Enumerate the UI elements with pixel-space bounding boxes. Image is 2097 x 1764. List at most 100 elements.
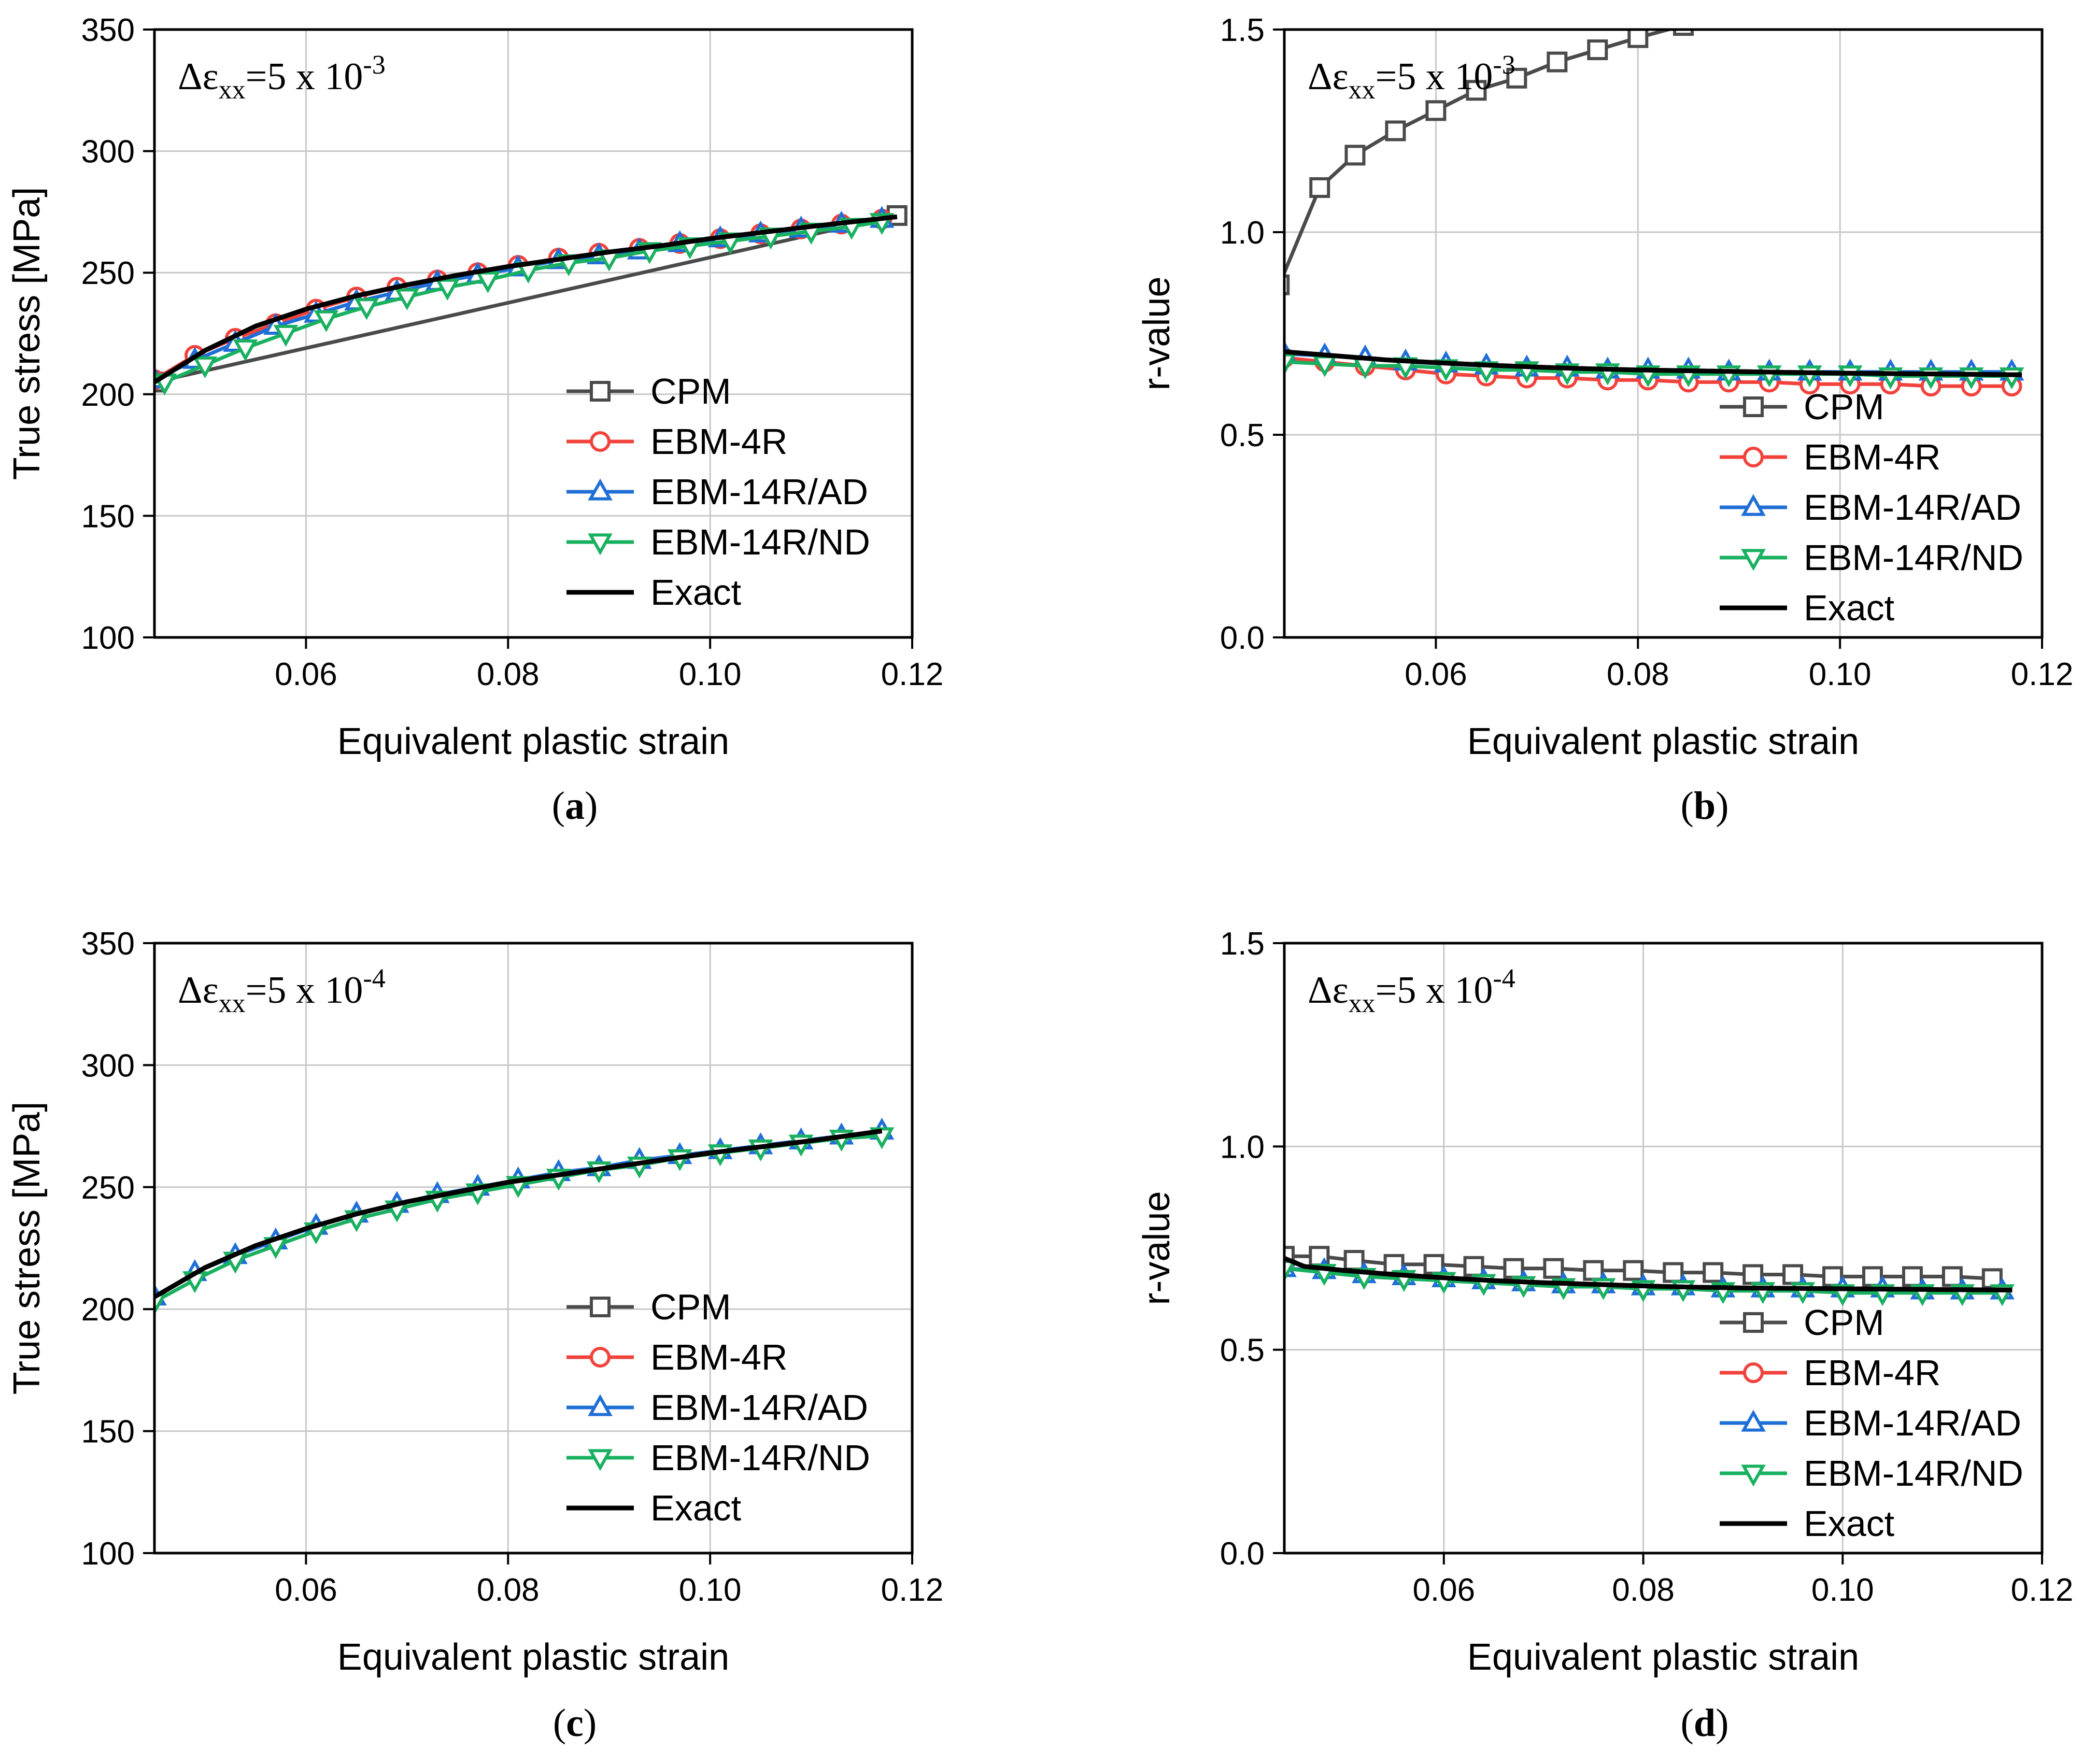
panel-c-legend-label-ebm-14r-ad: EBM-14R/AD xyxy=(650,1387,868,1428)
panel-c-y-tick-label-4: 300 xyxy=(81,1048,135,1084)
panel-c-x-tick-label-3: 0.12 xyxy=(881,1572,944,1608)
panel-a-plot-area xyxy=(154,205,908,395)
panel-c-x-tick-label-0: 0.06 xyxy=(275,1572,337,1608)
panel-a-y-tick-label-0: 100 xyxy=(81,620,135,656)
panel-a-y-tick-label-5: 350 xyxy=(81,12,135,48)
panel-a-y-axis-title: True stress [MPa] xyxy=(6,187,48,480)
panel-b-series-cpm-marker-5 xyxy=(1466,80,1487,101)
panel-d-series-cpm-marker-13 xyxy=(1782,1264,1804,1285)
panel-d-y-tick-label-3: 1.5 xyxy=(1220,926,1265,962)
panel-d-series-cpm-marker-2 xyxy=(1343,1250,1365,1271)
panel-c-y-axis-title: True stress [MPa] xyxy=(6,1102,48,1395)
panel-c: 0.06 0.08 0.10 0.12 100 150 200 250 300 350 Equiva… xyxy=(6,926,943,1745)
panel-c-legend-label-cpm: CPM xyxy=(650,1287,731,1327)
panel-b-x-tick-label-0: 0.06 xyxy=(1405,657,1467,692)
panel-b-series-cpm-marker-8 xyxy=(1587,39,1608,61)
panel-a-series-ebm-14r-nd-marker-2 xyxy=(233,339,258,362)
panel-b-legend: CPM EBM-4R EBM-14R/AD EBM-14R/ND Exact xyxy=(1720,387,2023,628)
panel-a-series-ebm-14r-nd-marker-3 xyxy=(273,324,299,347)
panel-b-legend-label-ebm-14r-nd: EBM-14R/ND xyxy=(1804,537,2023,578)
panel-c-legend-label-exact: Exact xyxy=(650,1488,741,1528)
panel-d-legend-label-cpm: CPM xyxy=(1804,1302,1885,1343)
panel-b-legend-marker-ebm-14r-ad xyxy=(1741,494,1766,516)
panel-b-x-axis-title: Equivalent plastic strain xyxy=(1467,721,1859,762)
panel-d-series-cpm-marker-5 xyxy=(1463,1256,1484,1277)
panel-c-legend-marker-ebm-14r-ad xyxy=(588,1394,613,1416)
panel-a-x-tick-label-3: 0.12 xyxy=(881,657,944,692)
panel-c-plot-area xyxy=(154,1117,895,1315)
panel-a-x-tick-label-0: 0.06 xyxy=(275,657,337,692)
panel-b-legend-marker-ebm-4r xyxy=(1743,447,1764,467)
panel-d-y-tick-label-2: 1.0 xyxy=(1220,1129,1265,1165)
panel-b-series-cpm-marker-1 xyxy=(1309,177,1330,198)
panel-a-legend-marker-ebm-4r xyxy=(590,431,611,452)
panel-d: 0.06 0.08 0.10 0.12 0.0 0.5 1.0 1.5 Equivalent p… xyxy=(1136,926,2073,1745)
panel-d-series-cpm-marker-11 xyxy=(1703,1262,1724,1283)
panel-d-legend-label-ebm-4r: EBM-4R xyxy=(1804,1353,1940,1393)
panel-d-y-tick-label-0: 0.0 xyxy=(1220,1536,1265,1572)
panel-c-series-ebm-14r-nd-marker-0 xyxy=(154,1293,167,1315)
panel-a-y-tick-label-1: 150 xyxy=(81,499,135,534)
panel-d-x-tick-label-0: 0.06 xyxy=(1412,1572,1475,1608)
panel-d-legend-label-ebm-14r-ad: EBM-14R/AD xyxy=(1804,1403,2021,1443)
panel-b-series-cpm-marker-7 xyxy=(1547,51,1568,73)
panel-c-frame xyxy=(153,942,914,1555)
panel-b-y-tick-label-3: 1.5 xyxy=(1220,12,1265,48)
panel-b-legend-label-ebm-14r-ad: EBM-14R/AD xyxy=(1804,487,2021,528)
panel-b-series-cpm-marker-0 xyxy=(1284,274,1290,295)
panel-c-series-exact-line-top xyxy=(154,1129,883,1299)
panel-a-series-ebm-14r-nd-marker-6 xyxy=(394,288,420,310)
panel-a-legend-label-cpm: CPM xyxy=(650,371,731,411)
panel-b-legend-marker-ebm-14r-nd xyxy=(1741,549,1766,571)
panel-b-annotation: Δεxx=5 x 10-3 xyxy=(1308,50,1515,105)
panel-b-y-tick-label-2: 1.0 xyxy=(1220,215,1265,251)
panel-b-series-cpm-marker-10 xyxy=(1673,30,1694,36)
panel-b-y-axis-title: r-value xyxy=(1136,276,1178,390)
panel-c-legend-marker-ebm-14r-nd xyxy=(588,1449,613,1471)
panel-b-series-cpm-marker-2 xyxy=(1344,145,1366,166)
panel-d-series-cpm-marker-4 xyxy=(1423,1254,1444,1275)
panel-a-x-tick-label-1: 0.08 xyxy=(477,657,540,692)
panel-a-series-ebm-14r-nd-marker-1 xyxy=(192,356,218,379)
panel-c-legend-label-ebm-14r-nd: EBM-14R/ND xyxy=(650,1438,870,1478)
panel-c-legend-label-ebm-4r: EBM-4R xyxy=(650,1337,787,1377)
panel-d-x-axis-title: Equivalent plastic strain xyxy=(1467,1637,1859,1678)
panel-a-legend-label-ebm-14r-nd: EBM-14R/ND xyxy=(650,522,870,562)
panel-d-annotation: Δεxx=5 x 10-4 xyxy=(1308,964,1515,1018)
panel-d-series-cpm-marker-16 xyxy=(1902,1266,1923,1287)
panel-d-series-cpm-marker-9 xyxy=(1623,1260,1644,1281)
panel-d-x-tick-label-3: 0.12 xyxy=(2011,1572,2074,1608)
panel-d-x-tick-label-2: 0.10 xyxy=(1811,1572,1874,1608)
panel-a: 0.06 0.08 0.10 0.12 100 150 200 250 300 350 Equiva… xyxy=(6,12,943,828)
panel-c-x-axis-title: Equivalent plastic strain xyxy=(337,1637,729,1678)
panel-d-series-cpm-marker-15 xyxy=(1862,1266,1883,1287)
panel-b-series-ebm-14r-nd-marker-0 xyxy=(1284,353,1297,375)
panel-d-series-cpm-marker-8 xyxy=(1583,1260,1604,1281)
panel-c-x-tick-label-1: 0.08 xyxy=(477,1572,540,1608)
panel-d-legend-marker-ebm-14r-nd xyxy=(1741,1464,1766,1487)
panel-d-caption-label: (d) xyxy=(1681,1701,1729,1745)
panel-b-x-tick-label-1: 0.08 xyxy=(1607,657,1669,692)
panel-b-caption-label: (b) xyxy=(1681,784,1729,828)
panel-b-series-cpm-marker-9 xyxy=(1627,30,1649,48)
panel-d-legend-marker-cpm xyxy=(1743,1312,1764,1333)
panel-a-series-exact-line-top xyxy=(154,214,898,385)
panel-b-legend-label-exact: Exact xyxy=(1804,588,1894,628)
panel-d-series-cpm-marker-17 xyxy=(1942,1266,1963,1287)
panel-c-x-tick-label-2: 0.10 xyxy=(679,1572,742,1608)
panel-a-y-tick-label-4: 300 xyxy=(81,134,135,170)
panel-d-legend-marker-ebm-14r-ad xyxy=(1741,1410,1766,1432)
panel-c-caption-label: (c) xyxy=(553,1701,597,1745)
panel-c-y-tick-label-3: 250 xyxy=(81,1170,135,1206)
panel-a-series-ebm-14r-nd-marker-4 xyxy=(314,310,339,333)
panel-a-y-tick-label-3: 250 xyxy=(81,255,135,291)
panel-b-series-exact-line-top xyxy=(1284,349,2022,377)
panel-a-legend-marker-ebm-14r-ad xyxy=(588,478,613,501)
panel-b-legend-marker-cpm xyxy=(1743,396,1764,417)
panel-a-x-tick-label-2: 0.10 xyxy=(679,657,742,692)
panel-d-legend-label-ebm-14r-nd: EBM-14R/ND xyxy=(1804,1453,2023,1493)
panel-b-frame xyxy=(1283,28,2044,639)
panel-b-x-tick-label-2: 0.10 xyxy=(1809,657,1872,692)
panel-d-y-axis-title: r-value xyxy=(1136,1191,1178,1305)
panel-c-y-tick-label-2: 200 xyxy=(81,1292,135,1328)
